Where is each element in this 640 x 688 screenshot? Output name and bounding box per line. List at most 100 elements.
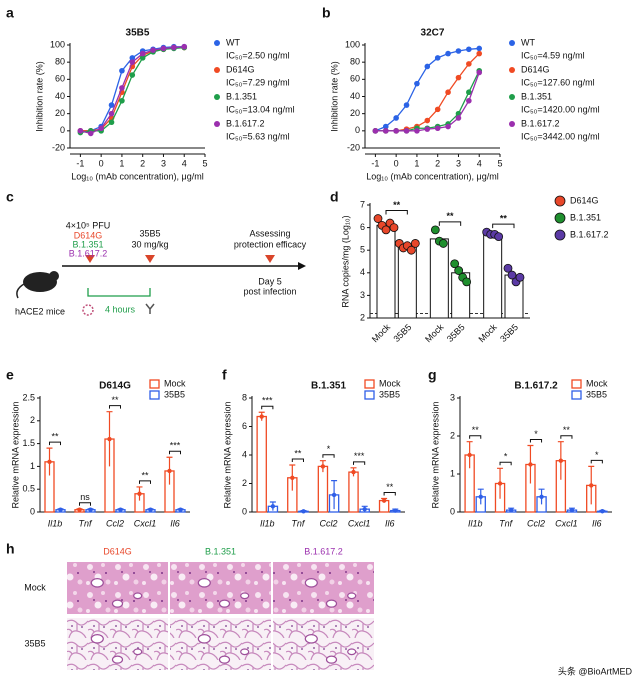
- data-point: [139, 50, 146, 57]
- significance-bracket: [109, 405, 121, 409]
- y-tick-label: 60: [350, 74, 360, 84]
- data-point: [466, 61, 472, 67]
- x-tick-label: 0: [99, 158, 104, 168]
- timeline-diagram: c 4×10⁵ PFU D614G B.1.351 B.1.617.2 35B5…: [6, 189, 307, 317]
- tissue-image: [273, 618, 374, 670]
- data-point: [434, 125, 441, 132]
- legend-marker: [214, 67, 220, 73]
- airway: [325, 599, 338, 608]
- data-point: [462, 277, 472, 287]
- legend-label: WT: [226, 37, 240, 47]
- mean-dot: [301, 509, 306, 514]
- significance-bracket: [529, 439, 543, 443]
- x-tick-label: Il1b: [260, 518, 275, 528]
- legend-marker: [509, 121, 515, 127]
- x-tick-label: Ccl2: [106, 518, 124, 528]
- endpoint: protection efficacy: [234, 239, 307, 249]
- bar: [348, 471, 359, 513]
- data-point: [515, 272, 525, 282]
- y-axis-label: Relative mRNA expression: [430, 401, 440, 508]
- data-point: [445, 123, 451, 130]
- data-point: [476, 69, 483, 76]
- significance-bracket: [590, 459, 603, 464]
- mean-dot: [539, 494, 544, 499]
- legend-marker: [149, 379, 160, 389]
- legend-marker: [214, 40, 220, 46]
- data-point: [406, 245, 416, 255]
- data-point: [389, 223, 399, 233]
- legend-label: B.1.617.2: [226, 118, 265, 128]
- data-point: [445, 89, 451, 96]
- mean-dot: [107, 436, 112, 442]
- mean-dot: [589, 483, 594, 488]
- significance: **: [563, 425, 571, 435]
- significance-bracket: [438, 221, 462, 226]
- panel-label: g: [428, 367, 437, 383]
- x-tick-label: 35B5: [391, 322, 413, 344]
- x-tick-label: 4: [182, 158, 187, 168]
- significance-bracket: [79, 502, 91, 506]
- endpoint: Assessing: [249, 228, 290, 238]
- antibody-dose: 30 mg/kg: [131, 239, 168, 249]
- strain: B.1.351: [72, 239, 103, 249]
- y-tick-label: 40: [55, 91, 65, 101]
- y-tick-label: 0: [450, 506, 455, 516]
- data-point: [430, 225, 440, 235]
- x-tick-label: Cxcl1: [555, 518, 578, 528]
- airway: [304, 633, 318, 644]
- significance: **: [472, 425, 480, 435]
- significance-bracket: [261, 405, 274, 410]
- y-tick-label: 2.5: [22, 392, 35, 402]
- y-tick-label: 0.5: [22, 484, 35, 494]
- legend-marker: [571, 390, 582, 400]
- airway: [240, 648, 250, 656]
- airway: [90, 633, 104, 644]
- histology: h D614G B.1.351 B.1.617.2 Mock 35B5: [6, 541, 374, 670]
- column-label: B.1.351: [205, 546, 236, 556]
- airway: [304, 577, 318, 588]
- legend-label: B.1.617.2: [521, 118, 560, 128]
- significance: **: [141, 470, 149, 480]
- data-point: [410, 239, 420, 248]
- y-tick-label: 2: [242, 478, 247, 488]
- significance-bracket: [322, 454, 335, 458]
- mean-dot: [362, 506, 367, 512]
- x-tick-label: 4: [477, 158, 482, 168]
- airway: [347, 592, 357, 600]
- panel-label: d: [330, 189, 339, 205]
- legend-ic50: IC₅₀=1420.00 ng/ml: [521, 104, 600, 114]
- airway: [325, 655, 338, 664]
- x-tick-label: Ccl2: [319, 518, 337, 528]
- mean-dot: [58, 507, 63, 512]
- legend-ic50: IC₅₀=7.29 ng/ml: [226, 77, 290, 87]
- mouse-tail: [16, 283, 25, 299]
- data-point: [393, 128, 399, 134]
- legend-label: D614G: [570, 195, 599, 205]
- mean-dot: [270, 504, 276, 509]
- mean-dot: [381, 498, 387, 503]
- data-point: [393, 115, 399, 121]
- marker: [85, 255, 95, 263]
- x-tick-label: Tnf: [291, 518, 306, 528]
- data-point: [450, 259, 460, 269]
- tissue-image: [273, 562, 374, 614]
- data-point: [414, 128, 420, 134]
- column-label: B.1.617.2: [304, 546, 343, 556]
- legend-label: WT: [521, 37, 535, 47]
- significance: ns: [80, 492, 90, 502]
- significance: *: [327, 444, 331, 454]
- legend-marker: [554, 212, 566, 224]
- x-tick-label: Il6: [385, 518, 395, 528]
- significance: **: [393, 200, 401, 210]
- x-tick-label: Il6: [170, 518, 180, 528]
- y-tick-label: 40: [350, 91, 360, 101]
- x-tick-label: Il1b: [468, 518, 483, 528]
- mean-dot: [178, 507, 183, 512]
- x-tick-label: Mock: [476, 322, 499, 345]
- y-tick-label: 2: [450, 430, 455, 440]
- significance-bracket: [169, 450, 181, 455]
- mean-dot: [528, 462, 533, 467]
- y-tick-label: 4: [360, 267, 365, 277]
- mean-dot: [47, 459, 52, 465]
